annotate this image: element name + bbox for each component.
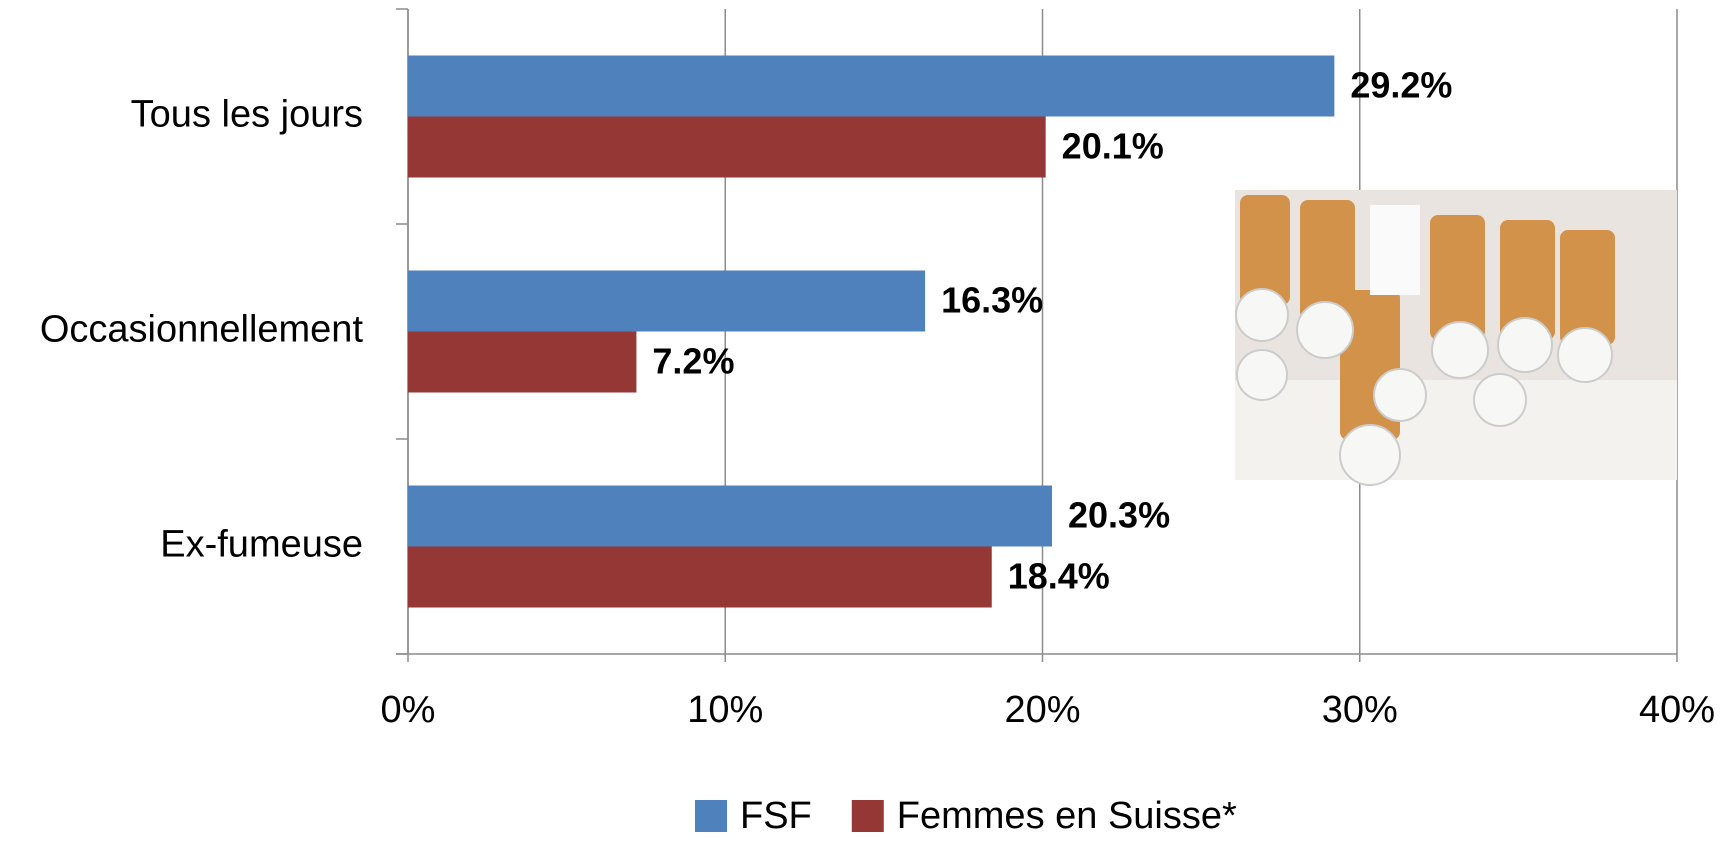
value-label: 18.4% [1008,556,1110,597]
bar [408,56,1334,117]
value-label: 20.1% [1062,126,1164,167]
x-tick-label: 0% [381,689,436,731]
bar [408,486,1052,547]
bar [408,332,636,393]
x-tick-label: 10% [687,689,763,731]
value-label: 29.2% [1350,65,1452,106]
legend-swatch [695,800,727,832]
bar [408,271,925,332]
legend-label: FSF [740,795,812,837]
legend-swatch [852,800,884,832]
bar [408,117,1046,178]
photo [1235,190,1677,485]
bar [408,547,992,608]
y-tick-label: Tous les jours [131,94,363,136]
value-label: 16.3% [941,280,1043,321]
y-tick-label: Ex-fumeuse [160,524,363,566]
legend-label: Femmes en Suisse* [897,795,1237,837]
value-label: 7.2% [652,341,734,382]
x-tick-label: 30% [1322,689,1398,731]
x-tick-label: 40% [1639,689,1715,731]
value-label: 20.3% [1068,495,1170,536]
y-tick-label: Occasionnellement [40,309,364,351]
x-tick-label: 20% [1004,689,1080,731]
chart: 0% 10% 20% 30% 40% Tous les jours 29.2% 20.1% Oc… [0,0,1721,846]
